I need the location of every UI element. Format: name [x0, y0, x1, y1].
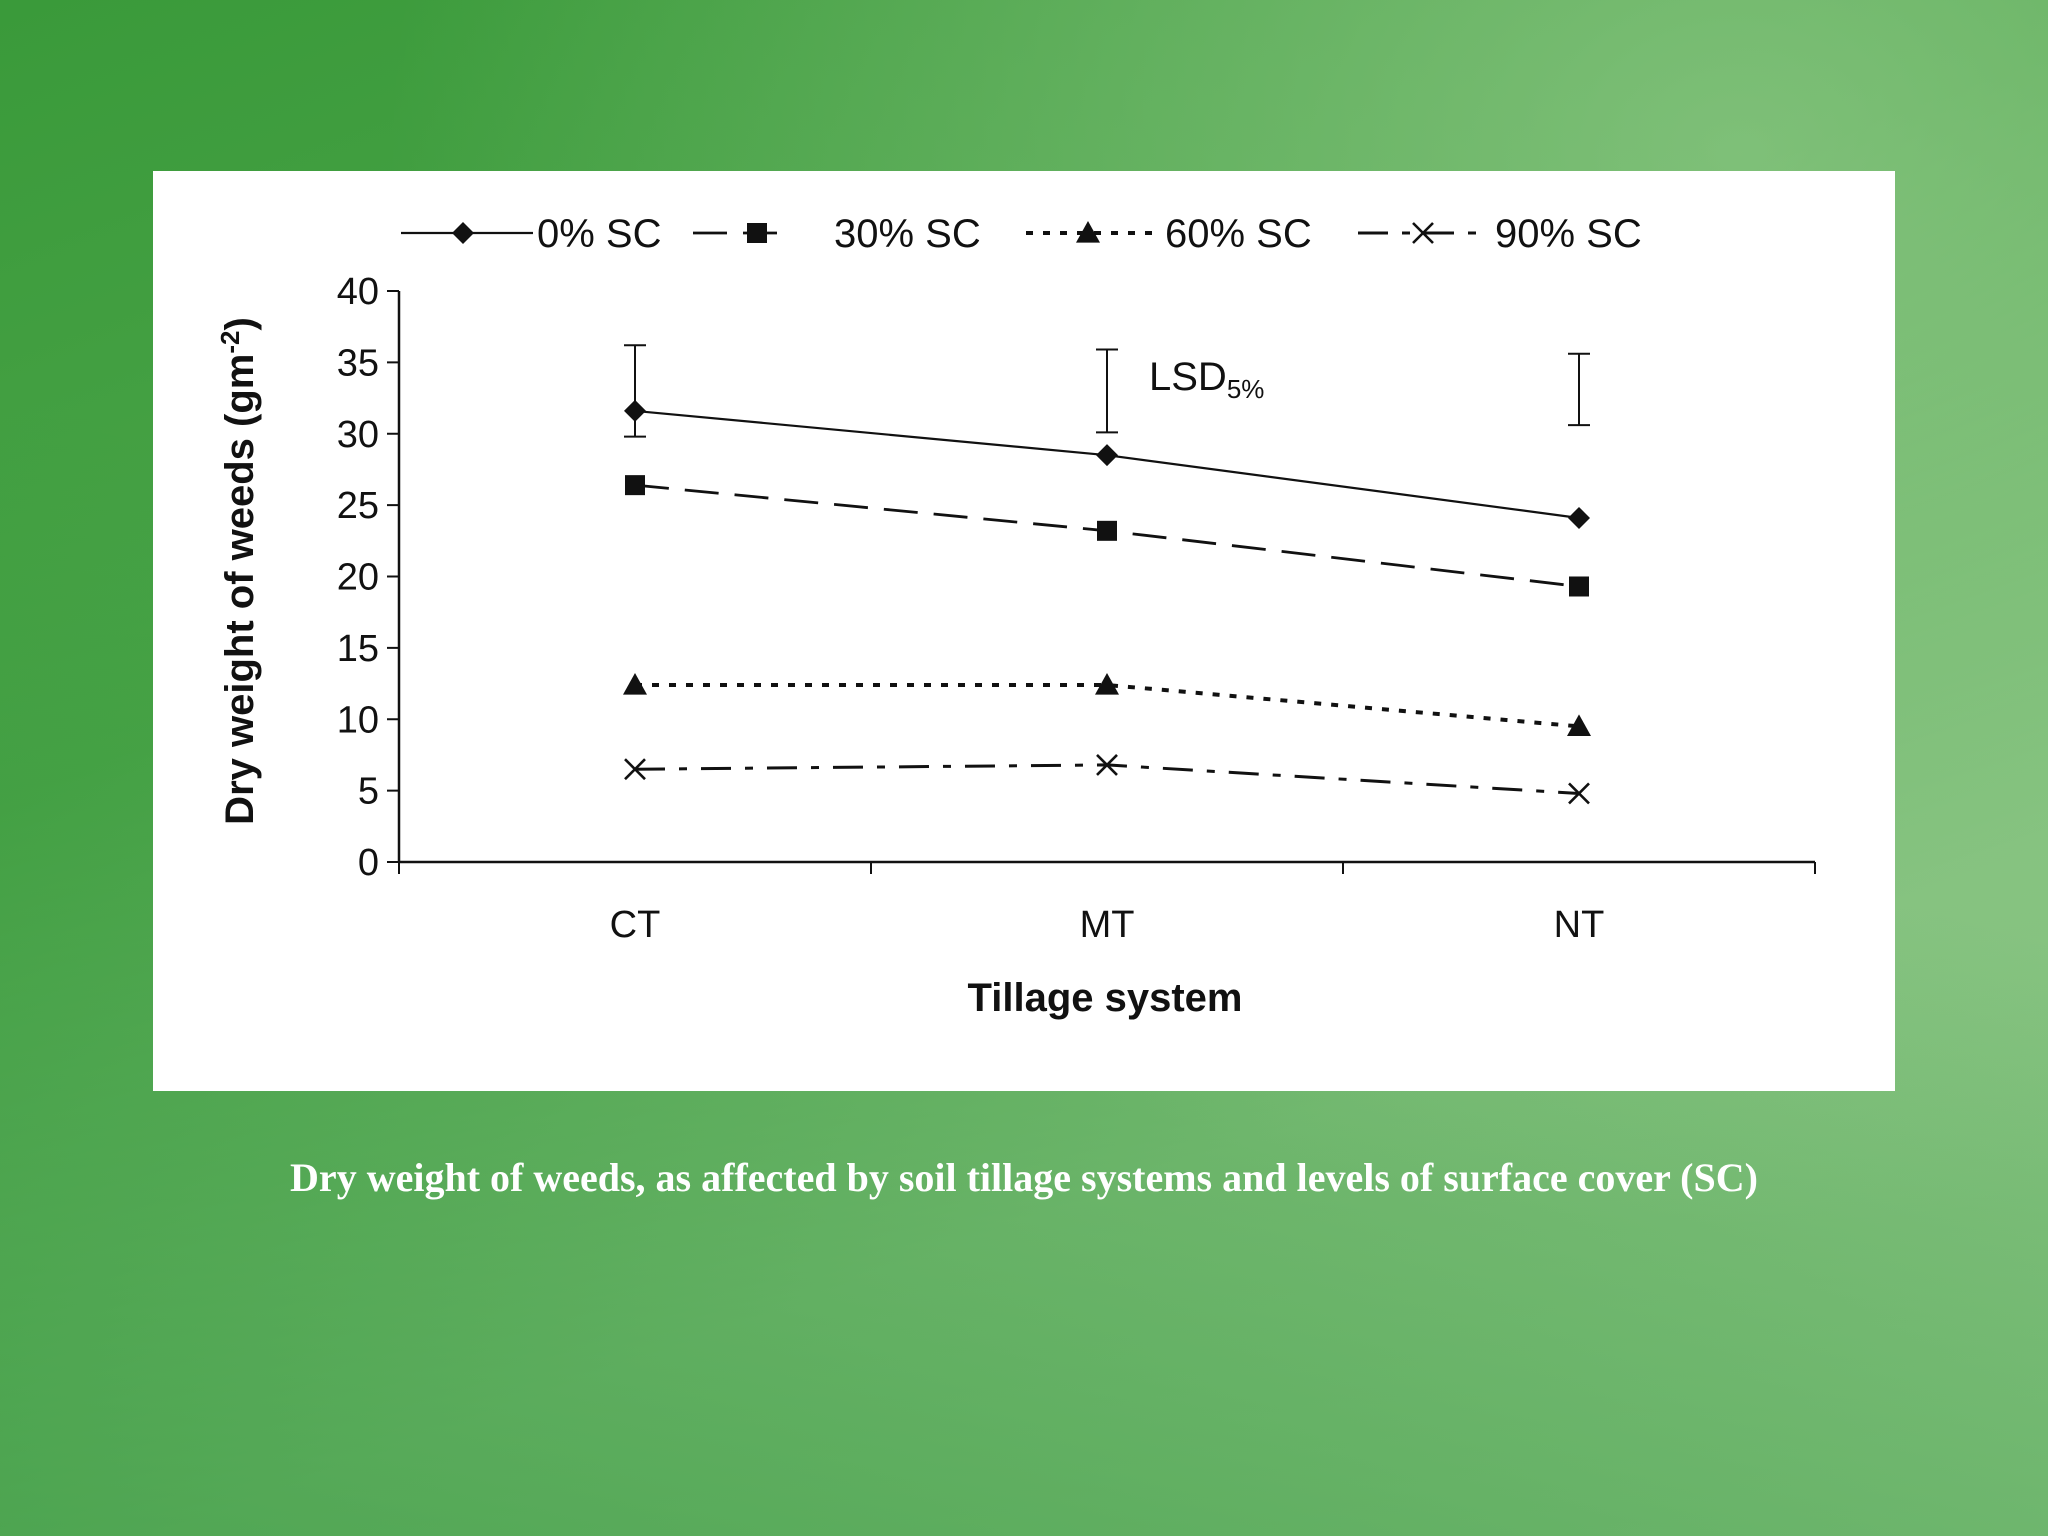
lsd-annotation: LSD5%: [1149, 355, 1264, 404]
series-triangle: [623, 672, 1591, 736]
x-axis-title: Tillage system: [968, 976, 1243, 1020]
error-bar: [624, 344, 646, 438]
series-line: [635, 682, 1580, 729]
series-line: [634, 763, 1580, 795]
legend-label: 0% SC: [537, 212, 662, 256]
legend-marker-square: [747, 223, 767, 243]
chart-svg: 0% SC 30% SC 60% SC 90% SC Dry weight of we…: [215, 212, 1816, 1020]
svg-text:LSD5%: LSD5%: [1149, 355, 1264, 404]
legend-item: 30% SC: [693, 212, 981, 256]
lsd-annotation-subscript: 5%: [1227, 374, 1265, 404]
error-bar: [1568, 352, 1590, 427]
data-point-square: [625, 475, 645, 496]
data-point-x: [624, 758, 646, 781]
y-axis-title-end: ): [218, 317, 262, 330]
data-point-triangle: [1095, 672, 1119, 695]
legend-item: 60% SC: [1026, 212, 1312, 256]
series-diamond: [624, 399, 1590, 529]
data-point-diamond: [624, 399, 646, 422]
data-point-diamond: [1568, 506, 1590, 529]
legend-item: 0% SC: [401, 212, 662, 256]
slide-caption: Dry weight of weeds, as affected by soil…: [290, 1155, 1758, 1200]
data-point-x: [1568, 782, 1590, 805]
y-tick-label: 20: [337, 557, 379, 599]
x-tick-label: NT: [1554, 904, 1605, 946]
legend-label: 30% SC: [834, 212, 981, 256]
y-tick-label: 40: [337, 271, 379, 313]
y-tick-label: 35: [337, 342, 379, 384]
data-point-triangle: [623, 672, 647, 695]
data-point-x: [1096, 754, 1118, 776]
legend-item: 90% SC: [1358, 212, 1642, 256]
legend-label: 60% SC: [1165, 212, 1312, 256]
y-tick-label: 0: [358, 842, 379, 884]
y-tick-label: 30: [337, 414, 379, 456]
x-tick-label: CT: [610, 904, 661, 946]
y-axis-title: Dry weight of weeds (gm-2): [215, 317, 262, 825]
y-tick-label: 10: [337, 699, 379, 741]
series-x: [624, 754, 1590, 805]
x-tick-label: MT: [1080, 904, 1135, 946]
legend-marker-diamond: [452, 222, 474, 244]
data-point-triangle: [1567, 714, 1591, 736]
data-point-square: [1097, 520, 1117, 541]
axes: 0 5 10 15 20 25 30 35 40 CT MT NT: [337, 271, 1816, 946]
error-bar: [1096, 348, 1118, 434]
data-point-diamond: [1096, 444, 1118, 467]
legend: 0% SC 30% SC 60% SC 90% SC: [401, 212, 1642, 256]
data-point-square: [1569, 576, 1589, 597]
legend-marker-x: [1412, 222, 1434, 244]
chart-panel: 0% SC 30% SC 60% SC 90% SC Dry weight of we…: [153, 171, 1895, 1091]
svg-text:Dry weight of weeds (gm-2): Dry weight of weeds (gm-2): [215, 317, 262, 825]
legend-marker-triangle: [1076, 221, 1100, 243]
y-tick-label: 15: [337, 628, 379, 670]
legend-label: 90% SC: [1495, 212, 1642, 256]
y-tick-label: 5: [358, 771, 379, 813]
y-axis-title-main: Dry weight of weeds (gm: [218, 354, 262, 825]
series-square: [625, 475, 1589, 597]
lsd-annotation-text: LSD: [1149, 355, 1227, 399]
y-tick-label: 25: [337, 485, 379, 527]
y-axis-title-superscript: -2: [215, 331, 245, 354]
series-lines: [623, 399, 1591, 805]
